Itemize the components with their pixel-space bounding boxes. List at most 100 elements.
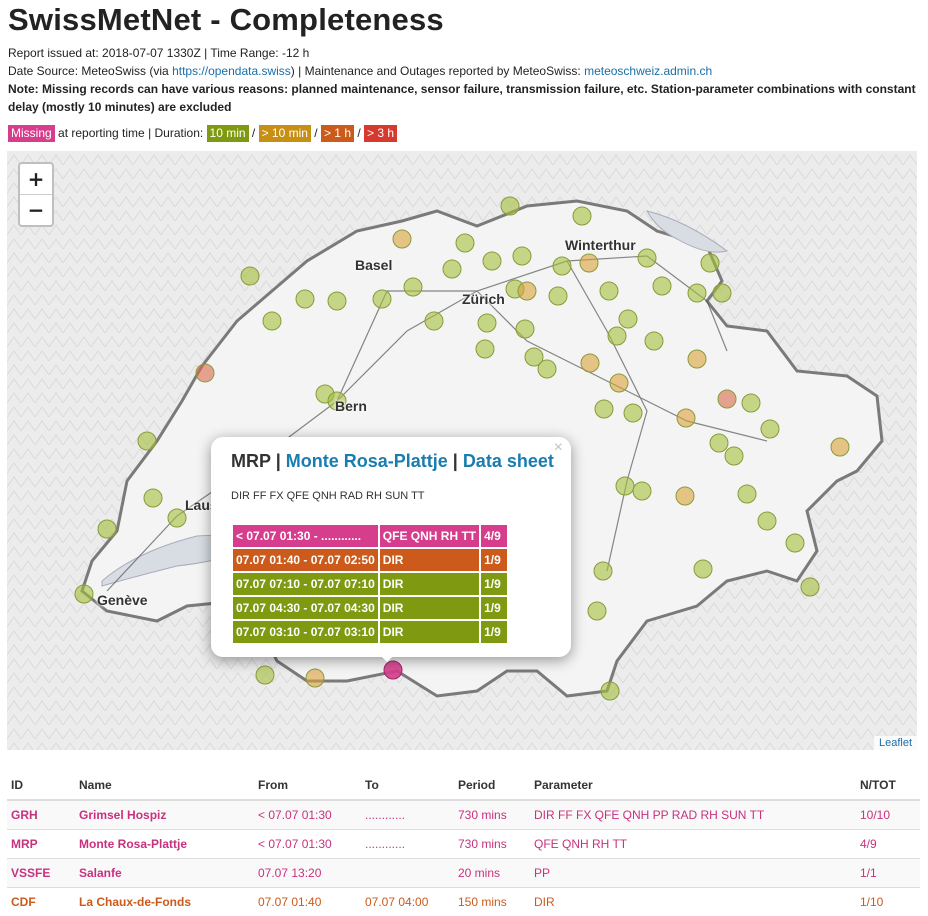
- station-marker[interactable]: [549, 287, 567, 305]
- station-marker[interactable]: [425, 312, 443, 330]
- station-marker[interactable]: [786, 534, 804, 552]
- station-marker[interactable]: [738, 485, 756, 503]
- popup-row-count: 1/9: [481, 549, 507, 571]
- popup-title: MRP | Monte Rosa-Plattje | Data sheet: [231, 451, 554, 472]
- station-marker[interactable]: [608, 327, 626, 345]
- station-marker[interactable]: [742, 394, 760, 412]
- cell-period: 20 mins: [454, 859, 530, 888]
- popup-station-id: MRP: [231, 451, 271, 471]
- meteoschweiz-link[interactable]: meteoschweiz.admin.ch: [584, 64, 712, 78]
- station-marker[interactable]: [718, 390, 736, 408]
- station-marker[interactable]: [677, 409, 695, 427]
- station-marker[interactable]: [594, 562, 612, 580]
- station-marker[interactable]: [701, 254, 719, 272]
- station-marker[interactable]: [633, 482, 651, 500]
- station-marker[interactable]: [538, 360, 556, 378]
- station-marker[interactable]: [393, 230, 411, 248]
- station-marker[interactable]: [645, 332, 663, 350]
- station-marker[interactable]: [516, 320, 534, 338]
- station-marker[interactable]: [588, 602, 606, 620]
- station-marker[interactable]: [306, 669, 324, 687]
- station-marker[interactable]: [610, 374, 628, 392]
- station-marker[interactable]: [263, 312, 281, 330]
- cell-from: < 07.07 01:30: [254, 800, 361, 830]
- table-row[interactable]: GRH Grimsel Hospiz < 07.07 01:30 .......…: [7, 800, 920, 830]
- popup-station-name-link[interactable]: Monte Rosa-Plattje: [286, 451, 448, 471]
- station-marker[interactable]: [573, 207, 591, 225]
- popup-outage-table: < 07.07 01:30 - ............ QFE QNH RH …: [231, 523, 509, 645]
- station-marker[interactable]: [168, 509, 186, 527]
- station-marker[interactable]: [688, 284, 706, 302]
- station-marker[interactable]: [694, 560, 712, 578]
- station-marker[interactable]: [404, 278, 422, 296]
- station-marker[interactable]: [483, 252, 501, 270]
- station-marker[interactable]: [580, 254, 598, 272]
- cell-from: < 07.07 01:30: [254, 830, 361, 859]
- station-marker[interactable]: [761, 420, 779, 438]
- station-marker[interactable]: [98, 520, 116, 538]
- station-marker[interactable]: [595, 400, 613, 418]
- popup-datasheet-link[interactable]: Data sheet: [463, 451, 554, 471]
- close-icon[interactable]: ×: [554, 439, 563, 457]
- zoom-out-button[interactable]: −: [20, 194, 52, 225]
- cell-to: [361, 859, 454, 888]
- table-row[interactable]: MRP Monte Rosa-Plattje < 07.07 01:30 ...…: [7, 830, 920, 859]
- station-marker[interactable]: [653, 277, 671, 295]
- station-marker[interactable]: [638, 249, 656, 267]
- city-label-bern: Bern: [335, 398, 367, 414]
- data-source-line: Date Source: MeteoSwiss (via https://ope…: [8, 62, 712, 80]
- page-title: SwissMetNet - Completeness: [8, 2, 444, 38]
- cell-to: 07.07 04:00: [361, 888, 454, 916]
- station-marker[interactable]: [196, 364, 214, 382]
- station-marker[interactable]: [801, 578, 819, 596]
- legend-missing-badge: Missing: [8, 125, 55, 142]
- station-marker[interactable]: [624, 404, 642, 422]
- station-marker[interactable]: [256, 666, 274, 684]
- station-marker[interactable]: [725, 447, 743, 465]
- city-label-basel: Basel: [355, 257, 392, 273]
- station-marker[interactable]: [328, 292, 346, 310]
- station-marker[interactable]: [478, 314, 496, 332]
- popup-row-range: < 07.07 01:30 - ............: [233, 525, 378, 547]
- station-marker[interactable]: [144, 489, 162, 507]
- leaflet-attribution[interactable]: Leaflet: [874, 736, 917, 750]
- station-marker[interactable]: [138, 432, 156, 450]
- station-marker[interactable]: [710, 434, 728, 452]
- popup-row-range: 07.07 04:30 - 07.07 04:30: [233, 597, 378, 619]
- station-marker[interactable]: [476, 340, 494, 358]
- zoom-in-button[interactable]: +: [20, 164, 52, 194]
- station-marker[interactable]: [75, 585, 93, 603]
- station-marker[interactable]: [713, 284, 731, 302]
- station-marker[interactable]: [688, 350, 706, 368]
- table-row[interactable]: CDF La Chaux-de-Fonds 07.07 01:40 07.07 …: [7, 888, 920, 916]
- table-header-row: ID Name From To Period Parameter N/TOT: [7, 770, 920, 800]
- station-marker[interactable]: [553, 257, 571, 275]
- station-marker[interactable]: [831, 438, 849, 456]
- station-marker[interactable]: [456, 234, 474, 252]
- station-marker[interactable]: [373, 290, 391, 308]
- station-marker[interactable]: [513, 247, 531, 265]
- legend-gt1h-badge: > 1 h: [321, 125, 354, 142]
- cell-period: 730 mins: [454, 800, 530, 830]
- popup-row-param: DIR: [380, 573, 479, 595]
- station-marker[interactable]: [581, 354, 599, 372]
- station-marker[interactable]: [518, 282, 536, 300]
- cell-parameter: PP: [530, 859, 856, 888]
- station-marker[interactable]: [296, 290, 314, 308]
- station-marker[interactable]: [241, 267, 259, 285]
- cell-id: CDF: [7, 888, 75, 916]
- station-marker[interactable]: [676, 487, 694, 505]
- col-header-parameter: Parameter: [530, 770, 856, 800]
- station-marker[interactable]: [443, 260, 461, 278]
- station-marker[interactable]: [616, 477, 634, 495]
- station-marker[interactable]: [619, 310, 637, 328]
- station-marker[interactable]: [501, 197, 519, 215]
- opendata-link[interactable]: https://opendata.swiss: [172, 64, 291, 78]
- station-marker[interactable]: [600, 282, 618, 300]
- station-marker[interactable]: [601, 682, 619, 700]
- table-row[interactable]: VSSFE Salanfe 07.07 13:20 20 mins PP 1/1: [7, 859, 920, 888]
- popup-row-count: 1/9: [481, 621, 507, 643]
- station-marker-missing[interactable]: [384, 661, 402, 679]
- station-marker[interactable]: [758, 512, 776, 530]
- popup-row: < 07.07 01:30 - ............ QFE QNH RH …: [233, 525, 507, 547]
